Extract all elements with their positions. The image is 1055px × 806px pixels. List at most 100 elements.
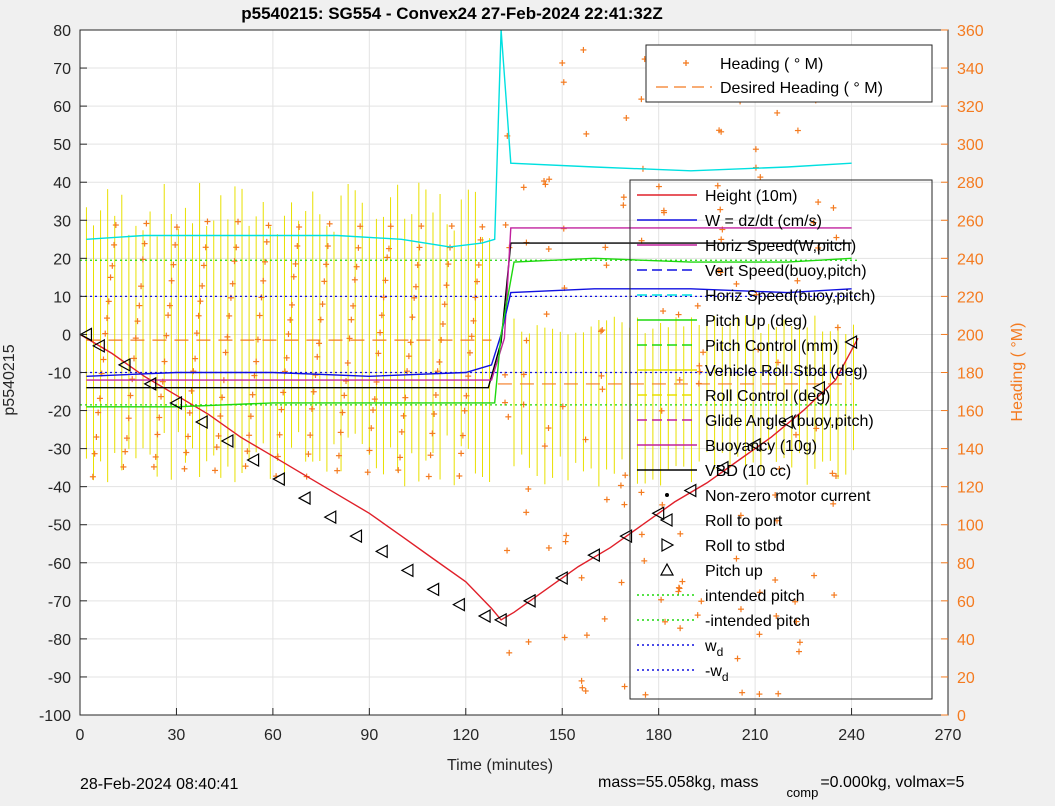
series-line — [86, 257, 852, 408]
y-tick-label-right: 120 — [957, 480, 984, 497]
roll-marker — [715, 460, 729, 475]
y-tick-label-right: 300 — [957, 137, 984, 154]
y-axis-label-left: p5540215 — [1, 344, 18, 415]
legend-label-sub: d — [722, 670, 729, 684]
series-line — [86, 288, 852, 378]
y-tick-label-right: 160 — [957, 404, 984, 421]
y-tick-label-left: -90 — [48, 670, 71, 687]
y-tick-label-right: 80 — [957, 556, 975, 573]
x-tick-label: 30 — [168, 727, 186, 744]
roll-marker — [92, 338, 105, 353]
footer-timestamp: 28-Feb-2024 08:40:41 — [80, 776, 238, 793]
ticks: 0 30 60 90 120 150 180 210 240 270 80 70 60 50 40 30 20 1… — [39, 23, 984, 744]
y-tick-label-left: 20 — [53, 251, 71, 268]
roll-marker — [683, 483, 697, 498]
legend-label-sub: d — [717, 645, 724, 659]
legend-label: Roll Control (deg) — [705, 388, 830, 405]
roll-marker — [493, 612, 507, 627]
series-line — [86, 227, 852, 381]
y-tick-label-right: 0 — [957, 708, 966, 725]
legend-swatch — [659, 512, 673, 528]
legend-label: Height (10m) — [705, 188, 797, 205]
legend-label: Buoyancy (10g) — [705, 438, 817, 455]
legend-swatch — [659, 562, 675, 576]
y-tick-label-left: -20 — [48, 404, 71, 421]
legend-label: Roll to stbd — [705, 538, 785, 555]
roll-marker — [780, 414, 793, 429]
roll-marker — [426, 582, 440, 597]
legend-label: Vehicle Roll Stbd (deg) — [705, 363, 868, 380]
legend-label: W = dz/dt (cm/s) — [705, 213, 822, 230]
y-tick-label-right: 340 — [957, 61, 984, 78]
y-tick-label-right: 180 — [957, 366, 984, 383]
series-line — [86, 29, 852, 248]
roll-marker — [220, 433, 234, 449]
roll-marker — [452, 597, 465, 612]
y-tick-label-right: 280 — [957, 175, 984, 192]
y-tick-label-left: 50 — [53, 137, 71, 154]
y-tick-label-left: -80 — [48, 632, 71, 649]
roll-marker — [349, 529, 363, 544]
roll-marker — [323, 510, 337, 525]
y-tick-label-right: 360 — [957, 23, 984, 40]
heading-band — [85, 46, 854, 698]
roll-marker — [587, 548, 600, 563]
x-tick-label: 90 — [360, 727, 378, 744]
legend-label: VBD (10 cc) — [705, 463, 791, 480]
roll-marker — [194, 414, 208, 429]
footer-mass-text: mass=55.058kg, mass — [598, 774, 759, 791]
legend-main-frame — [629, 179, 933, 700]
roll-marker — [651, 506, 665, 521]
y-tick-label-left: 60 — [53, 99, 71, 116]
y-tick-label-right: 260 — [957, 213, 984, 230]
y-tick-label-left: -10 — [48, 366, 71, 383]
roll-marker — [400, 563, 414, 578]
y-tick-label-right: 20 — [957, 670, 975, 687]
chart-title: p5540215: SG554 - Convex24 27-Feb-2024 2… — [241, 4, 662, 23]
y-tick-label-left: 70 — [53, 61, 71, 78]
roll-marker — [297, 491, 311, 506]
roll-marker — [812, 380, 826, 395]
legend-swatch — [665, 493, 669, 497]
roll-marker — [844, 335, 858, 350]
y-tick-label-left: -30 — [48, 442, 71, 459]
legend-label: Desired Heading ( ° M) — [720, 80, 883, 97]
legend-label: Roll to port — [705, 513, 783, 530]
y-tick-label-left: 40 — [53, 175, 71, 192]
roll-marker — [554, 570, 568, 586]
x-tick-label: 270 — [935, 727, 962, 744]
y-tick-label-left: 10 — [53, 289, 71, 306]
roll-marker — [117, 357, 131, 372]
y-tick-label-left: -40 — [48, 480, 71, 497]
series-line — [86, 242, 852, 389]
legend-label: Pitch Up (deg) — [705, 313, 807, 330]
y-tick-label-left: -70 — [48, 594, 71, 611]
footer-mass-sub: comp — [787, 785, 819, 800]
y-tick-label-right: 40 — [957, 632, 975, 649]
x-axis-label: Time (minutes) — [447, 757, 553, 774]
legend-label: intended pitch — [705, 588, 805, 605]
y-tick-label-right: 220 — [957, 289, 984, 306]
roll-marker — [619, 529, 633, 544]
legend-label: Heading ( ° M) — [720, 56, 823, 73]
legend-label: Horiz Speed(W,pitch) — [705, 238, 856, 255]
legend-label: Pitch Control (mm) — [705, 338, 838, 355]
x-tick-label: 0 — [76, 727, 85, 744]
x-tick-label: 210 — [742, 727, 769, 744]
y-tick-label-left: -60 — [48, 556, 71, 573]
legend-heading: Heading ( ° M) Desired Heading ( ° M) — [645, 44, 933, 103]
y-axis-label-right: Heading ( °M) — [1009, 323, 1026, 422]
y-tick-label-left: 30 — [53, 213, 71, 230]
x-tick-label: 180 — [645, 727, 672, 744]
roll-marker — [143, 376, 157, 391]
legend-label: Glide Angle (buoy,pitch) — [705, 413, 874, 430]
x-tick-label: 150 — [549, 727, 576, 744]
roll-marker — [747, 437, 761, 452]
legend-heading-frame — [645, 44, 933, 103]
footer-mass: mass=55.058kg, mass comp=0.000kg, volmax=… — [598, 774, 965, 800]
y-tick-label-right: 140 — [957, 442, 984, 459]
y-tick-label-right: 100 — [957, 518, 984, 535]
roll-marker — [79, 327, 93, 342]
